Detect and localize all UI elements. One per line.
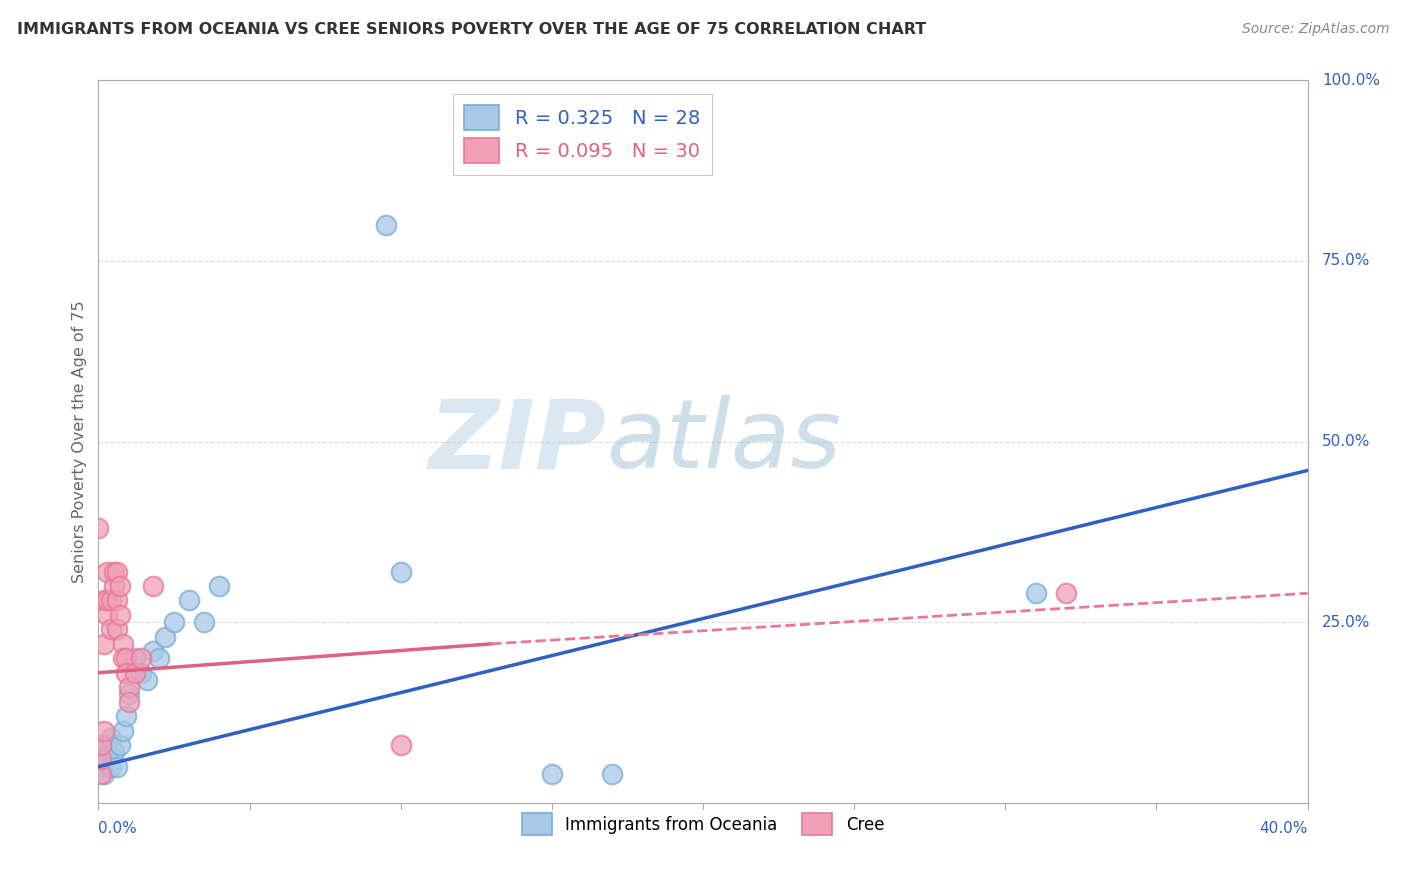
Point xyxy=(163,615,186,630)
Text: ZIP: ZIP xyxy=(429,395,606,488)
Point xyxy=(90,767,112,781)
Point xyxy=(100,760,122,774)
Text: 50.0%: 50.0% xyxy=(1322,434,1371,449)
Point xyxy=(103,579,125,593)
Point xyxy=(153,630,176,644)
Point xyxy=(108,607,131,622)
Point xyxy=(540,767,562,781)
Text: 100.0%: 100.0% xyxy=(1322,73,1381,87)
Point xyxy=(142,644,165,658)
Point xyxy=(90,745,112,759)
Point xyxy=(93,767,115,781)
Point xyxy=(602,767,624,781)
Point xyxy=(105,623,128,637)
Point xyxy=(193,615,215,630)
Point xyxy=(129,651,152,665)
Point xyxy=(118,687,141,701)
Point xyxy=(111,651,134,665)
Point xyxy=(124,665,146,680)
Point xyxy=(96,593,118,607)
Point xyxy=(208,579,231,593)
Point xyxy=(118,695,141,709)
Point xyxy=(114,665,136,680)
Point xyxy=(108,579,131,593)
Point xyxy=(389,738,412,752)
Point xyxy=(179,593,201,607)
Point xyxy=(1024,586,1046,600)
Point xyxy=(93,723,115,738)
Text: 75.0%: 75.0% xyxy=(1322,253,1371,268)
Point xyxy=(111,637,134,651)
Point xyxy=(129,665,152,680)
Point xyxy=(389,565,412,579)
Point xyxy=(103,745,125,759)
Point xyxy=(105,760,128,774)
Point xyxy=(114,709,136,723)
Legend: Immigrants from Oceania, Cree: Immigrants from Oceania, Cree xyxy=(515,806,891,841)
Text: 40.0%: 40.0% xyxy=(1260,821,1308,836)
Y-axis label: Seniors Poverty Over the Age of 75: Seniors Poverty Over the Age of 75 xyxy=(72,301,87,582)
Text: Source: ZipAtlas.com: Source: ZipAtlas.com xyxy=(1241,22,1389,37)
Point xyxy=(90,752,112,766)
Point xyxy=(93,637,115,651)
Point xyxy=(87,521,110,535)
Point xyxy=(100,593,122,607)
Point xyxy=(108,738,131,752)
Text: atlas: atlas xyxy=(606,395,841,488)
Point xyxy=(114,651,136,665)
Point xyxy=(103,565,125,579)
Point xyxy=(135,673,157,687)
Point xyxy=(142,579,165,593)
Point xyxy=(90,760,112,774)
Point xyxy=(148,651,170,665)
Point xyxy=(90,738,112,752)
Point xyxy=(105,565,128,579)
Point xyxy=(105,593,128,607)
Point xyxy=(118,680,141,694)
Point xyxy=(96,607,118,622)
Point xyxy=(96,738,118,752)
Point xyxy=(96,565,118,579)
Point xyxy=(111,723,134,738)
Point xyxy=(100,623,122,637)
Point xyxy=(100,731,122,745)
Point xyxy=(374,218,396,232)
Point xyxy=(93,752,115,766)
Point xyxy=(124,651,146,665)
Text: 25.0%: 25.0% xyxy=(1322,615,1371,630)
Text: IMMIGRANTS FROM OCEANIA VS CREE SENIORS POVERTY OVER THE AGE OF 75 CORRELATION C: IMMIGRANTS FROM OCEANIA VS CREE SENIORS … xyxy=(17,22,927,37)
Point xyxy=(1054,586,1077,600)
Text: 0.0%: 0.0% xyxy=(98,821,138,836)
Point xyxy=(93,593,115,607)
Point xyxy=(96,752,118,766)
